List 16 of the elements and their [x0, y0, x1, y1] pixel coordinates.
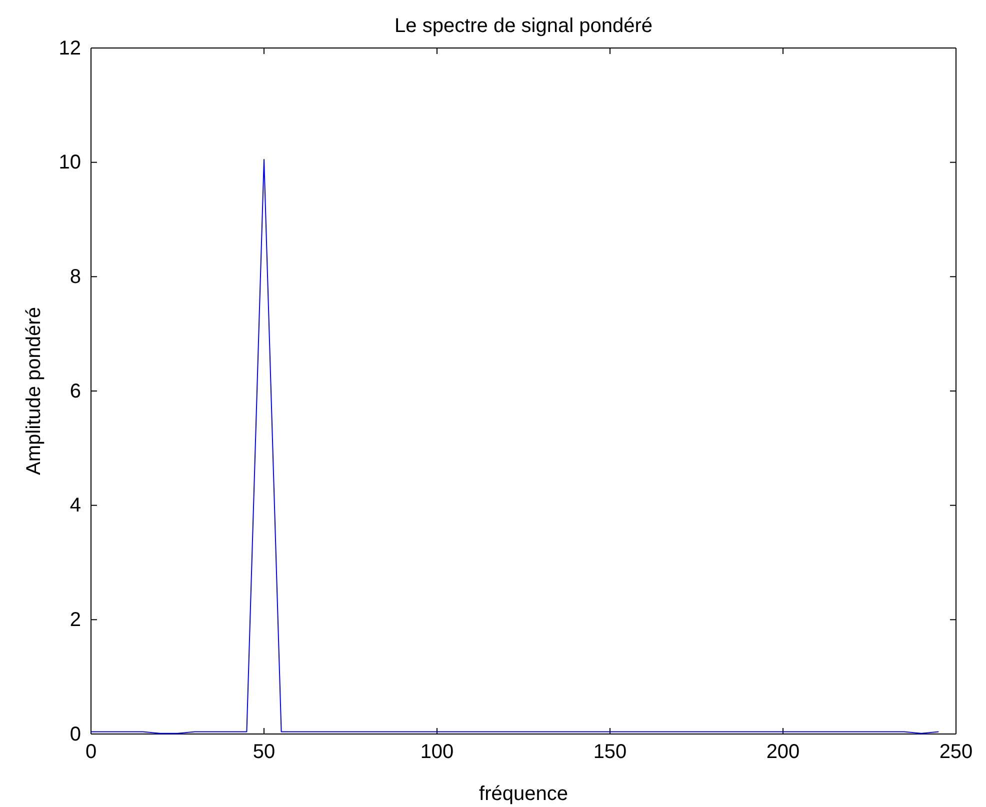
x-axis-title: fréquence — [479, 783, 568, 805]
y-tick-label: 0 — [70, 723, 81, 746]
x-tick-label: 0 — [85, 741, 97, 764]
x-tick-label: 150 — [593, 741, 627, 764]
x-tick-label: 100 — [420, 741, 454, 764]
chart-title: Le spectre de signal pondéré — [394, 15, 652, 37]
y-tick-label: 12 — [58, 37, 81, 60]
y-tick-label: 4 — [70, 494, 81, 517]
y-axis-title: Amplitude pondéré — [23, 307, 45, 475]
y-tick-label: 6 — [70, 380, 81, 402]
x-tick-label: 200 — [766, 741, 800, 764]
y-tick-label: 10 — [58, 152, 81, 174]
y-tick-label: 2 — [70, 609, 81, 632]
y-tick-label: 8 — [70, 266, 81, 288]
x-tick-label: 250 — [939, 741, 973, 764]
x-tick-label: 50 — [252, 741, 276, 764]
